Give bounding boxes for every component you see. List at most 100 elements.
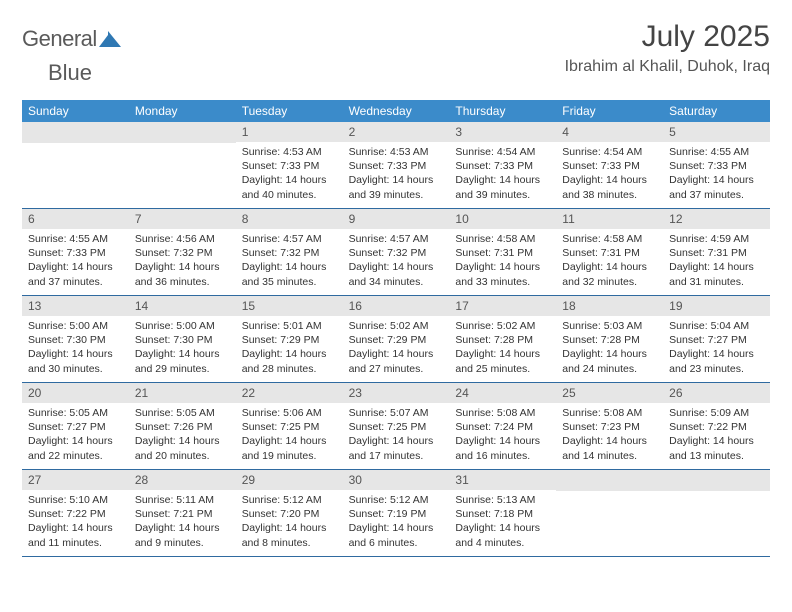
day-details: Sunrise: 5:00 AMSunset: 7:30 PMDaylight:…	[129, 316, 236, 376]
daylight-line: Daylight: 14 hours and 4 minutes.	[455, 521, 550, 549]
day-number: 27	[22, 470, 129, 490]
day-number: 1	[236, 122, 343, 142]
daylight-line: Daylight: 14 hours and 34 minutes.	[349, 260, 444, 288]
sunset-line: Sunset: 7:23 PM	[562, 420, 657, 434]
daylight-line: Daylight: 14 hours and 39 minutes.	[455, 173, 550, 201]
day-number: 10	[449, 209, 556, 229]
day-cell: 19Sunrise: 5:04 AMSunset: 7:27 PMDayligh…	[663, 296, 770, 382]
sunset-line: Sunset: 7:31 PM	[669, 246, 764, 260]
logo: General	[22, 20, 123, 52]
day-number: 30	[343, 470, 450, 490]
day-cell: 4Sunrise: 4:54 AMSunset: 7:33 PMDaylight…	[556, 122, 663, 208]
day-cell: 13Sunrise: 5:00 AMSunset: 7:30 PMDayligh…	[22, 296, 129, 382]
sunrise-line: Sunrise: 4:54 AM	[562, 145, 657, 159]
sunrise-line: Sunrise: 5:13 AM	[455, 493, 550, 507]
sunset-line: Sunset: 7:21 PM	[135, 507, 230, 521]
day-number: 15	[236, 296, 343, 316]
daylight-line: Daylight: 14 hours and 36 minutes.	[135, 260, 230, 288]
day-number: 3	[449, 122, 556, 142]
sunset-line: Sunset: 7:32 PM	[135, 246, 230, 260]
sunrise-line: Sunrise: 4:54 AM	[455, 145, 550, 159]
day-cell	[663, 470, 770, 556]
day-details: Sunrise: 4:58 AMSunset: 7:31 PMDaylight:…	[449, 229, 556, 289]
day-details: Sunrise: 4:58 AMSunset: 7:31 PMDaylight:…	[556, 229, 663, 289]
daylight-line: Daylight: 14 hours and 23 minutes.	[669, 347, 764, 375]
day-cell: 5Sunrise: 4:55 AMSunset: 7:33 PMDaylight…	[663, 122, 770, 208]
sunset-line: Sunset: 7:33 PM	[562, 159, 657, 173]
sunset-line: Sunset: 7:33 PM	[28, 246, 123, 260]
title-block: July 2025 Ibrahim al Khalil, Duhok, Iraq	[565, 20, 770, 76]
sunset-line: Sunset: 7:32 PM	[349, 246, 444, 260]
day-details: Sunrise: 5:06 AMSunset: 7:25 PMDaylight:…	[236, 403, 343, 463]
day-number: 25	[556, 383, 663, 403]
day-number: 31	[449, 470, 556, 490]
day-cell: 29Sunrise: 5:12 AMSunset: 7:20 PMDayligh…	[236, 470, 343, 556]
day-cell	[556, 470, 663, 556]
day-details: Sunrise: 5:13 AMSunset: 7:18 PMDaylight:…	[449, 490, 556, 550]
daylight-line: Daylight: 14 hours and 24 minutes.	[562, 347, 657, 375]
daylight-line: Daylight: 14 hours and 14 minutes.	[562, 434, 657, 462]
weekday-label: Tuesday	[236, 100, 343, 122]
weekday-label: Thursday	[449, 100, 556, 122]
sunrise-line: Sunrise: 5:01 AM	[242, 319, 337, 333]
day-number: 18	[556, 296, 663, 316]
sunrise-line: Sunrise: 5:06 AM	[242, 406, 337, 420]
sunset-line: Sunset: 7:20 PM	[242, 507, 337, 521]
day-cell: 31Sunrise: 5:13 AMSunset: 7:18 PMDayligh…	[449, 470, 556, 556]
day-details: Sunrise: 5:02 AMSunset: 7:28 PMDaylight:…	[449, 316, 556, 376]
daylight-line: Daylight: 14 hours and 35 minutes.	[242, 260, 337, 288]
sunset-line: Sunset: 7:25 PM	[349, 420, 444, 434]
sunrise-line: Sunrise: 5:07 AM	[349, 406, 444, 420]
day-number: 29	[236, 470, 343, 490]
weekday-label: Friday	[556, 100, 663, 122]
day-details: Sunrise: 5:12 AMSunset: 7:20 PMDaylight:…	[236, 490, 343, 550]
daylight-line: Daylight: 14 hours and 33 minutes.	[455, 260, 550, 288]
day-cell: 17Sunrise: 5:02 AMSunset: 7:28 PMDayligh…	[449, 296, 556, 382]
daylight-line: Daylight: 14 hours and 29 minutes.	[135, 347, 230, 375]
day-details: Sunrise: 4:57 AMSunset: 7:32 PMDaylight:…	[343, 229, 450, 289]
week-row: 6Sunrise: 4:55 AMSunset: 7:33 PMDaylight…	[22, 209, 770, 296]
day-details: Sunrise: 4:54 AMSunset: 7:33 PMDaylight:…	[556, 142, 663, 202]
sunset-line: Sunset: 7:29 PM	[242, 333, 337, 347]
day-details: Sunrise: 5:09 AMSunset: 7:22 PMDaylight:…	[663, 403, 770, 463]
day-number: 16	[343, 296, 450, 316]
day-cell: 12Sunrise: 4:59 AMSunset: 7:31 PMDayligh…	[663, 209, 770, 295]
day-number: 5	[663, 122, 770, 142]
day-cell: 2Sunrise: 4:53 AMSunset: 7:33 PMDaylight…	[343, 122, 450, 208]
sunrise-line: Sunrise: 4:57 AM	[242, 232, 337, 246]
sunrise-line: Sunrise: 5:02 AM	[349, 319, 444, 333]
sunrise-line: Sunrise: 5:02 AM	[455, 319, 550, 333]
sunrise-line: Sunrise: 4:57 AM	[349, 232, 444, 246]
logo-flag-icon	[99, 31, 121, 47]
day-details: Sunrise: 5:04 AMSunset: 7:27 PMDaylight:…	[663, 316, 770, 376]
sunset-line: Sunset: 7:27 PM	[669, 333, 764, 347]
daylight-line: Daylight: 14 hours and 28 minutes.	[242, 347, 337, 375]
sunset-line: Sunset: 7:33 PM	[455, 159, 550, 173]
sunset-line: Sunset: 7:24 PM	[455, 420, 550, 434]
weekday-label: Monday	[129, 100, 236, 122]
day-number: 2	[343, 122, 450, 142]
day-number: 17	[449, 296, 556, 316]
week-row: 13Sunrise: 5:00 AMSunset: 7:30 PMDayligh…	[22, 296, 770, 383]
daylight-line: Daylight: 14 hours and 8 minutes.	[242, 521, 337, 549]
day-details: Sunrise: 5:02 AMSunset: 7:29 PMDaylight:…	[343, 316, 450, 376]
daylight-line: Daylight: 14 hours and 20 minutes.	[135, 434, 230, 462]
daylight-line: Daylight: 14 hours and 9 minutes.	[135, 521, 230, 549]
day-cell: 6Sunrise: 4:55 AMSunset: 7:33 PMDaylight…	[22, 209, 129, 295]
sunrise-line: Sunrise: 5:05 AM	[28, 406, 123, 420]
day-details: Sunrise: 5:11 AMSunset: 7:21 PMDaylight:…	[129, 490, 236, 550]
weekday-label: Wednesday	[343, 100, 450, 122]
day-number: 4	[556, 122, 663, 142]
day-details: Sunrise: 4:54 AMSunset: 7:33 PMDaylight:…	[449, 142, 556, 202]
day-details: Sunrise: 5:03 AMSunset: 7:28 PMDaylight:…	[556, 316, 663, 376]
sunset-line: Sunset: 7:28 PM	[562, 333, 657, 347]
day-cell: 10Sunrise: 4:58 AMSunset: 7:31 PMDayligh…	[449, 209, 556, 295]
sunset-line: Sunset: 7:29 PM	[349, 333, 444, 347]
daylight-line: Daylight: 14 hours and 11 minutes.	[28, 521, 123, 549]
logo-word1: General	[22, 26, 97, 52]
day-cell	[22, 122, 129, 208]
day-cell: 16Sunrise: 5:02 AMSunset: 7:29 PMDayligh…	[343, 296, 450, 382]
sunset-line: Sunset: 7:19 PM	[349, 507, 444, 521]
sunset-line: Sunset: 7:32 PM	[242, 246, 337, 260]
weekday-label: Sunday	[22, 100, 129, 122]
